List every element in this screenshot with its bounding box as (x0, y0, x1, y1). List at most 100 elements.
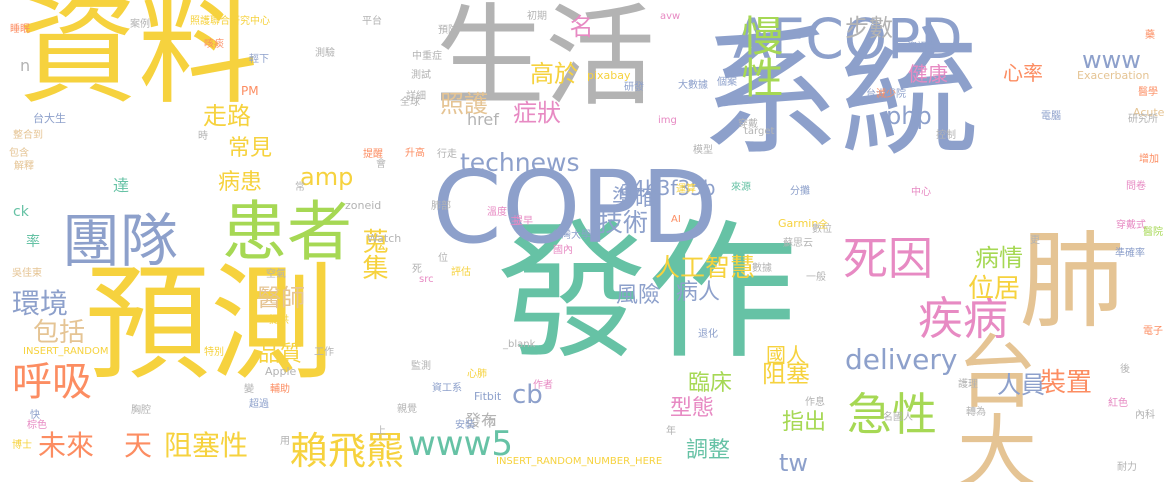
word-123: 資訊學 (907, 42, 937, 53)
word-7: 肺 (1002, 225, 1124, 330)
word-111: 超過 (249, 399, 269, 410)
word-118: 詳細 (406, 91, 426, 102)
word-62: ck (13, 204, 29, 220)
word-89: 睡眠 (10, 24, 30, 35)
word-138: 提早 (513, 216, 533, 227)
word-143: 醫院 (1143, 227, 1163, 238)
word-18: 未來 (38, 429, 95, 462)
word-103: 安裝 (455, 420, 475, 431)
word-99: 紅色 (1108, 398, 1128, 409)
word-29: 阻塞 (762, 360, 810, 388)
word-154: 作息 (805, 397, 825, 408)
word-28: 國人 (766, 343, 806, 367)
word-47: 走路 (203, 102, 251, 130)
word-126: 中重症 (412, 51, 442, 62)
word-132: 來源 (731, 182, 751, 193)
word-167: 年 (666, 426, 676, 437)
word-117: 行走 (437, 149, 457, 160)
word-95: 準確率 (1115, 248, 1145, 259)
word-134: 數位 (812, 224, 832, 235)
word-52: a4b3f35b (620, 176, 716, 200)
word-151: 控制 (936, 130, 956, 141)
word-169: 數據 (752, 263, 772, 274)
word-69: Exacerbation (1077, 69, 1150, 82)
word-105: 資工系 (432, 383, 462, 394)
word-27: 人員 (997, 371, 1045, 399)
word-113: 博士 (12, 440, 32, 451)
word-73: Watch (367, 232, 402, 245)
word-20: 阻塞性 (164, 429, 249, 462)
word-97: 內科 (1135, 410, 1155, 421)
word-100: 轉為 (966, 407, 986, 418)
word-50: 高於 (530, 60, 578, 88)
word-119: 研發 (624, 82, 644, 93)
word-19: 天 (124, 429, 153, 462)
word-32: 準確 (612, 186, 657, 211)
word-59: href (467, 110, 499, 129)
word-30: 人工智慧 (655, 253, 756, 282)
word-74: zoneid (345, 199, 382, 212)
word-101: 名國人 (883, 412, 913, 423)
word-36: 型態 (670, 396, 715, 421)
word-6: AECOPD (733, 7, 963, 71)
word-85: 案例 (130, 19, 150, 30)
word-139: 退化 (698, 329, 718, 340)
word-106: 監測 (411, 361, 431, 372)
word-4: 生活 (435, 0, 655, 121)
word-163: 用 (280, 436, 290, 447)
word-171: 上 (376, 426, 386, 437)
word-5: COPD (432, 149, 718, 266)
word-147: 包含 (9, 148, 29, 159)
word-160: 常 (295, 182, 305, 193)
word-110: 輔助 (270, 384, 290, 395)
word-115: 提供 (269, 315, 289, 326)
word-166: 次 (486, 417, 496, 428)
word-82: AI (671, 214, 681, 225)
word-162: 後 (1120, 364, 1130, 375)
word-54: 健康 (908, 62, 948, 86)
word-112: 胸腔 (131, 405, 151, 416)
word-33: 風險 (616, 283, 661, 308)
word-16: 賴飛羆 (290, 429, 405, 473)
word-131: 分攤 (790, 186, 810, 197)
word-64: n (20, 56, 31, 75)
word-120: 全球 (400, 97, 420, 108)
word-48: 照護 (440, 90, 488, 118)
word-39: tw (779, 449, 809, 477)
word-0: 資料 (18, 0, 258, 121)
word-41: 醫師 (257, 284, 305, 312)
word-35: 臨床 (688, 371, 733, 396)
word-137: 溫度 (487, 207, 507, 218)
word-25: 病情 (975, 244, 1023, 272)
word-86: 照護聯合研究中心 (190, 16, 270, 27)
word-130: 模型 (693, 145, 713, 156)
word-72: Apple (265, 365, 297, 378)
word-125: 測驗 (315, 48, 335, 59)
word-17: 環境 (12, 287, 69, 320)
word-170: 變 (244, 384, 254, 395)
word-91: 藥 (1145, 30, 1155, 41)
word-173: 全 (818, 220, 828, 231)
word-61: 率 (26, 234, 40, 250)
word-13: 疾病 (918, 292, 1009, 345)
word-165: 快 (30, 410, 40, 421)
word-56: www (1082, 46, 1141, 74)
word-22: technews (460, 148, 580, 177)
word-168: 更 (1030, 235, 1040, 246)
word-21: www5 (408, 424, 514, 464)
word-9: 患者 (222, 195, 353, 270)
word-98: 耐力 (1117, 462, 1137, 473)
word-145: 問卷 (1126, 181, 1146, 192)
word-158: 死 (412, 264, 422, 275)
word-1: 預測 (85, 252, 335, 397)
word-45: amp (300, 163, 354, 191)
word-78: target (744, 126, 775, 137)
word-157: 國內 (553, 245, 573, 256)
word-148: 解釋 (14, 161, 34, 172)
word-80: _blank (503, 339, 536, 350)
word-149: 吳佳東 (12, 268, 42, 279)
word-161: 時 (198, 131, 208, 142)
word-135: 升高 (405, 148, 425, 159)
word-23: delivery (845, 343, 958, 376)
